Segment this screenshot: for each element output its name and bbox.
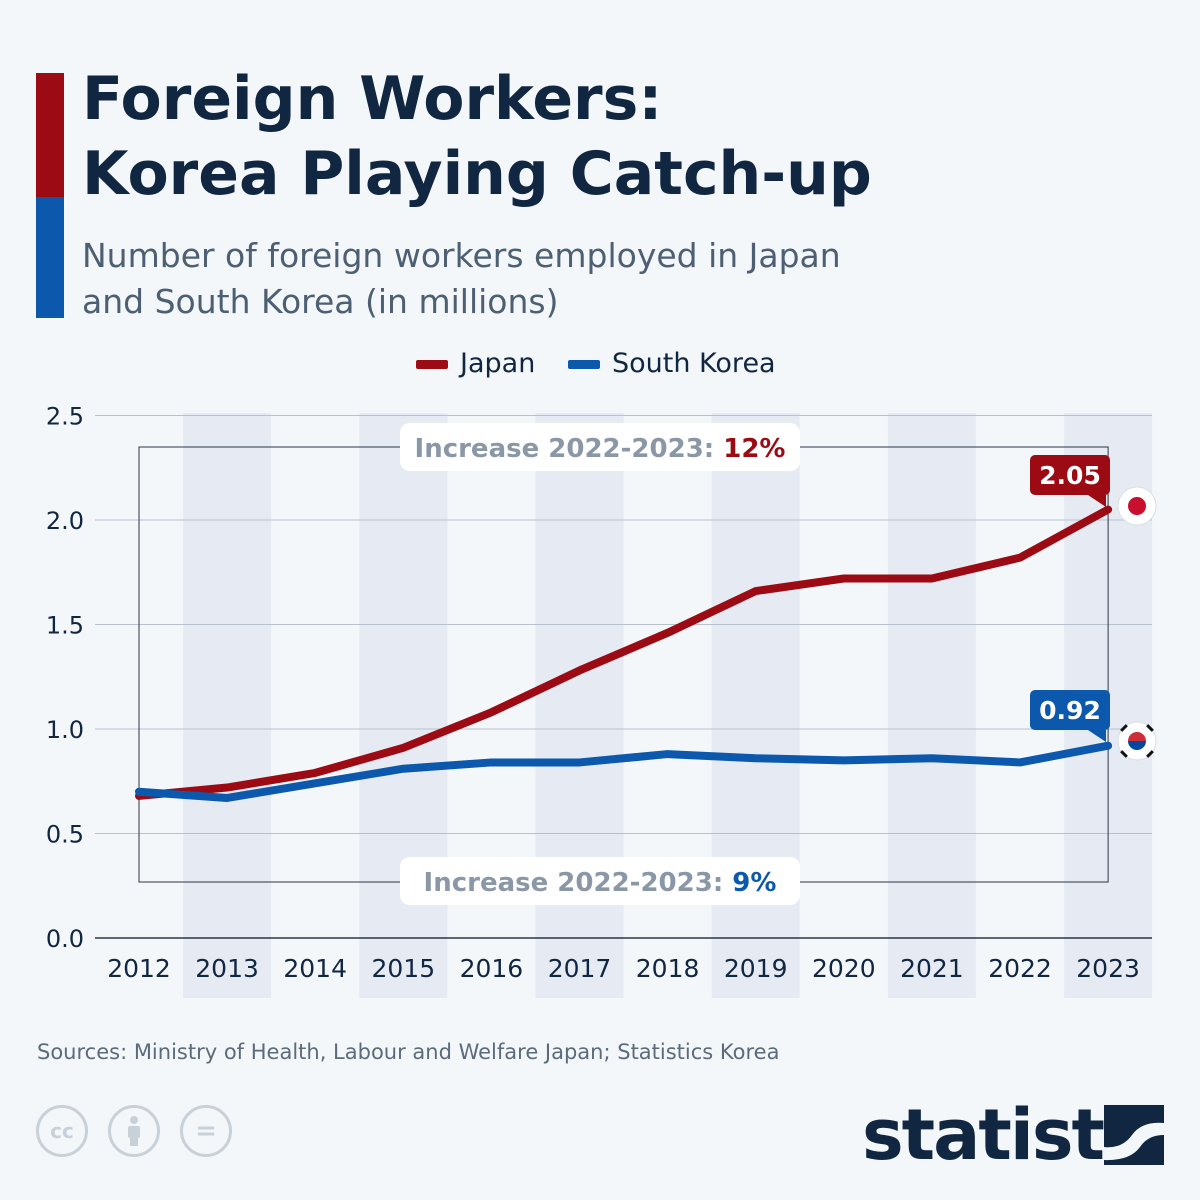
end-label-korea-pointer <box>1088 730 1106 742</box>
subtitle-line-1: Number of foreign workers employed in Ja… <box>82 236 841 275</box>
attribution-icon[interactable] <box>108 1105 160 1157</box>
chart-subtitle: Number of foreign workers employed in Ja… <box>82 233 1062 325</box>
legend-swatch-japan <box>416 359 448 369</box>
line-chart: 0.0 0.5 1.0 1.5 2.0 2.5 2012 2013 2014 2015 2016 20… <box>46 403 1157 998</box>
annotation-japan-increase-label: Increase 2022-2023: <box>415 434 724 464</box>
annotation-korea-increase-text: Increase 2022-2023: 9% <box>424 868 777 898</box>
y-tick-label: 0.0 <box>46 925 84 953</box>
korea-flag-icon <box>1117 721 1157 761</box>
cc-icon-label: cc <box>50 1119 74 1143</box>
korea-flag-trigram-3 <box>1146 750 1154 758</box>
legend-item-japan: Japan <box>416 346 535 382</box>
y-tick-label: 2.0 <box>46 507 84 535</box>
x-tick-label: 2021 <box>900 954 964 983</box>
legend-label-japan: Japan <box>460 348 536 379</box>
end-label-korea-text: 0.92 <box>1039 696 1101 725</box>
series-line-japan <box>135 505 1113 800</box>
korea-flag-trigram-2 <box>1120 750 1128 758</box>
x-tick-label: 2023 <box>1076 954 1140 983</box>
nd-icon-label: = <box>195 1116 217 1146</box>
korea-flag-blue <box>1128 741 1146 750</box>
title-line-2: Korea Playing Catch-up <box>82 139 872 209</box>
accent-blue <box>36 197 64 318</box>
no-derivatives-icon[interactable]: = <box>180 1105 232 1157</box>
x-tick-label: 2013 <box>195 954 259 983</box>
annotation-korea-increase-bg <box>400 857 800 905</box>
end-label-japan-box <box>1030 455 1110 495</box>
x-tick-label: 2020 <box>812 954 876 983</box>
japan-flag-icon <box>1117 486 1157 526</box>
end-label-japan-text: 2.05 <box>1039 461 1101 490</box>
legend-swatch-korea <box>568 359 600 369</box>
y-tick-label: 2.5 <box>46 403 84 431</box>
annotation-korea-increase-value: 9% <box>732 868 776 898</box>
y-tick-label: 1.5 <box>46 612 84 640</box>
korea-flag-trigram-0 <box>1120 724 1128 732</box>
title-line-1: Foreign Workers: <box>82 64 663 134</box>
end-label-japan: 2.05 <box>1030 455 1110 507</box>
series-line-korea <box>135 741 1113 802</box>
x-tick-label: 2015 <box>371 954 435 983</box>
x-tick-label: 2014 <box>283 954 347 983</box>
accent-red <box>36 73 64 197</box>
annotation-japan-increase-bg <box>400 423 800 471</box>
x-tick-label: 2017 <box>548 954 612 983</box>
x-tick-label: 2016 <box>460 954 524 983</box>
end-label-korea-box <box>1030 690 1110 730</box>
column-band-2017 <box>535 413 624 998</box>
column-band-2013 <box>183 413 272 998</box>
x-tick-label: 2019 <box>724 954 788 983</box>
y-tick-label: 1.0 <box>46 716 84 744</box>
annotation-japan-increase-value: 12% <box>723 434 785 464</box>
chart-title: Foreign Workers: Korea Playing Catch-up <box>82 62 1162 212</box>
column-band-2015 <box>359 413 448 998</box>
legend-label-korea: South Korea <box>612 348 776 379</box>
x-tick-label: 2022 <box>988 954 1052 983</box>
subtitle-line-2: and South Korea (in millions) <box>82 282 559 321</box>
column-band-2019 <box>711 413 800 998</box>
end-label-japan-pointer <box>1088 495 1106 507</box>
x-tick-label: 2018 <box>636 954 700 983</box>
person-icon <box>128 1116 140 1146</box>
column-band-2021 <box>887 413 976 998</box>
annotation-korea-increase-label: Increase 2022-2023: <box>424 868 733 898</box>
legend: Japan South Korea <box>0 346 1200 382</box>
korea-flag-trigram-1 <box>1146 724 1154 732</box>
statista-logo-icon[interactable] <box>1104 1105 1164 1165</box>
annotation-korea-increase: Increase 2022-2023: 9% <box>400 857 800 905</box>
annotation-japan-increase: Increase 2022-2023: 12% <box>400 423 800 471</box>
japan-flag-sun <box>1128 497 1146 515</box>
x-tick-label: 2012 <box>107 954 171 983</box>
y-tick-label: 0.5 <box>46 821 84 849</box>
annotation-japan-increase-text: Increase 2022-2023: 12% <box>415 434 786 464</box>
end-label-korea: 0.92 <box>1030 690 1110 742</box>
statista-logo-text[interactable]: statista <box>862 1094 1150 1176</box>
legend-item-korea: South Korea <box>568 346 776 382</box>
korea-flag-red <box>1128 732 1146 741</box>
source-note: Sources: Ministry of Health, Labour and … <box>37 1040 780 1064</box>
cc-icon[interactable]: cc <box>36 1105 88 1157</box>
title-accent-bar <box>36 73 64 318</box>
